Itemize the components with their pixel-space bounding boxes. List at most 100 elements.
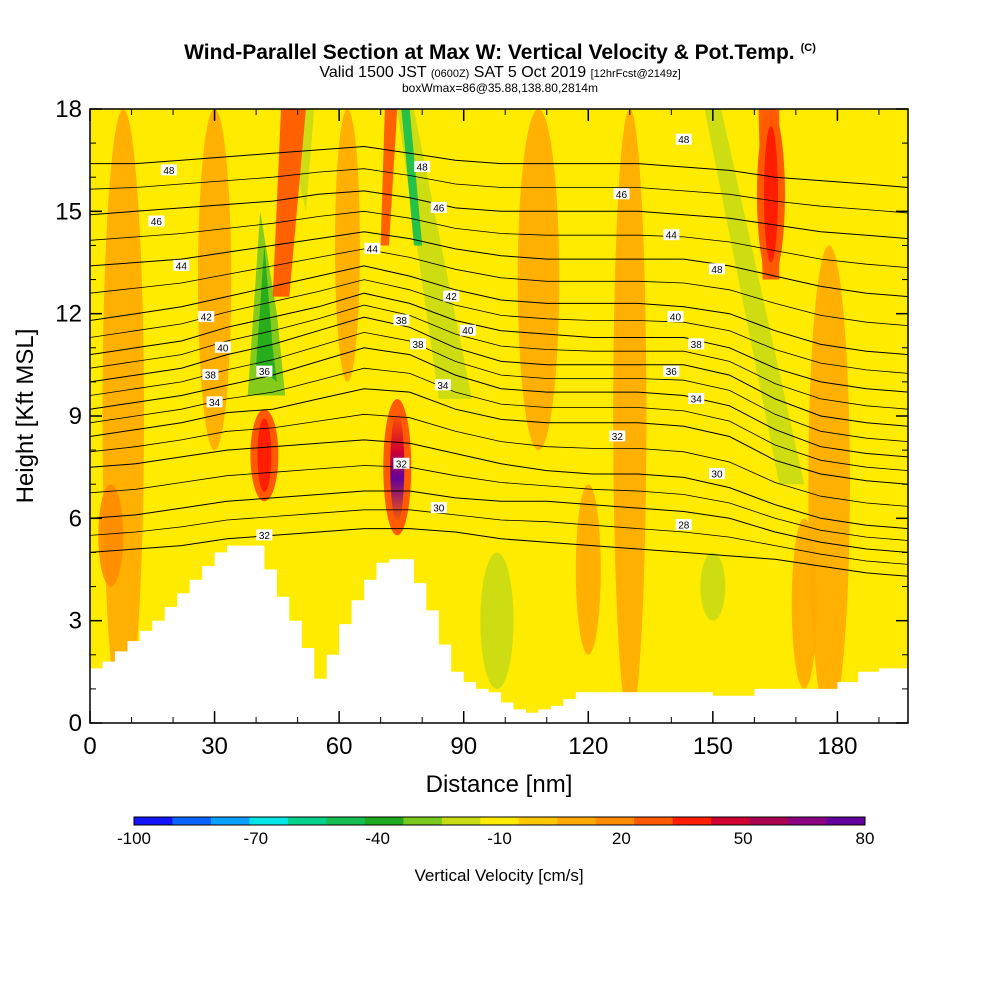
isentrope-minor-1 xyxy=(90,465,908,541)
chart-title: Wind-Parallel Section at Max W: Vertical… xyxy=(184,41,816,64)
contour-label-box xyxy=(663,365,680,377)
isentrope-38 xyxy=(90,316,908,427)
colorbar-tick-label: 80 xyxy=(856,829,875,848)
contour-label-box xyxy=(202,369,219,381)
contour-label-box xyxy=(708,467,725,479)
colorbar-swatch-8 xyxy=(441,817,481,825)
contour-label-5: 38 xyxy=(202,369,219,382)
contour-label-box xyxy=(364,242,381,254)
colorbar-swatch-7 xyxy=(403,817,443,825)
downdraft-3 xyxy=(401,109,423,246)
contour-label-6: 36 xyxy=(256,365,273,378)
colorbar-swatch-2 xyxy=(210,817,250,825)
contour-label-4: 40 xyxy=(214,341,231,354)
contour-label-18: 30 xyxy=(430,502,447,515)
colorbar-tick-label: -100 xyxy=(117,829,151,848)
field-band-6 xyxy=(98,484,124,587)
contour-label-text: 48 xyxy=(711,265,723,276)
isentrope-34 xyxy=(90,388,908,485)
contour-label-text: 48 xyxy=(678,135,690,146)
contour-label-box xyxy=(688,392,705,404)
x-axis: 0 30 60 90 120 150 180 xyxy=(83,109,880,760)
colorbar-tick-label: -40 xyxy=(365,829,390,848)
x-tick-label: 0 xyxy=(83,733,96,760)
contour-label-text: 32 xyxy=(612,432,624,443)
contour-label-box xyxy=(688,338,705,350)
contour-label-box xyxy=(214,341,231,353)
colorbar-swatch-11 xyxy=(557,817,596,825)
contour-label-17: 32 xyxy=(393,457,410,470)
colorbar-swatch-3 xyxy=(249,817,289,825)
contour-label-text: 38 xyxy=(396,316,408,327)
contour-label-text: 40 xyxy=(670,313,682,324)
downdraft-1 xyxy=(256,245,277,382)
contour-label-text: 34 xyxy=(209,398,221,409)
contour-label-23: 40 xyxy=(667,311,684,324)
isentrope-32 xyxy=(90,439,908,530)
contour-label-29: 28 xyxy=(675,519,692,532)
contour-label-box xyxy=(430,502,447,514)
colorbar-swatch-1 xyxy=(172,817,212,825)
field-band-5 xyxy=(808,245,850,723)
colorbar-swatch-0 xyxy=(134,817,173,825)
contour-label-box xyxy=(667,311,684,323)
colorbar-swatch-12 xyxy=(595,817,635,825)
contour-label-box xyxy=(410,338,427,350)
contour-label-text: 36 xyxy=(666,367,678,378)
contour-label-12: 42 xyxy=(443,290,460,303)
contour-label-22: 48 xyxy=(708,263,725,276)
contour-label-text: 38 xyxy=(691,340,703,351)
isentrope-minor-3 xyxy=(90,367,908,471)
y-tick-label: 12 xyxy=(55,301,82,328)
y-tick-label: 0 xyxy=(69,710,82,737)
x-tick-label: 180 xyxy=(817,733,857,760)
contour-label-25: 36 xyxy=(663,365,680,378)
isentrope-minor-7 xyxy=(90,248,908,326)
field-band-8 xyxy=(791,518,817,689)
plot-area: 48 46 44 42 40 38 36 34 32 44 48 46 42 38 40 38 34 32 30 48… xyxy=(90,109,908,723)
contour-label-text: 46 xyxy=(151,217,163,228)
contour-label-text: 32 xyxy=(259,531,271,542)
contour-label-box xyxy=(393,457,410,469)
contour-label-box xyxy=(613,188,630,200)
contour-label-text: 42 xyxy=(446,292,458,303)
contour-label-text: 44 xyxy=(176,261,188,272)
contour-label-7: 34 xyxy=(206,396,223,409)
contour-label-box xyxy=(160,164,177,176)
contour-label-box xyxy=(256,529,273,541)
contour-label-text: 40 xyxy=(217,343,229,354)
contour-label-text: 46 xyxy=(616,190,628,201)
contour-label-text: 30 xyxy=(711,469,723,480)
contour-label-10: 48 xyxy=(414,160,431,173)
contour-label-box xyxy=(393,314,410,326)
isentrope-minor-2 xyxy=(90,413,908,507)
contour-label-11: 46 xyxy=(430,201,447,214)
colorbar-tick-label: -70 xyxy=(244,829,269,848)
field-band-4 xyxy=(613,109,647,723)
colorbar: -100 -70 -40 -10 20 50 80 xyxy=(117,816,875,848)
contour-label-text: 42 xyxy=(201,313,213,324)
isentrope-minor-8 xyxy=(90,210,908,268)
contour-label-2: 44 xyxy=(173,259,190,272)
contour-label-text: 38 xyxy=(412,340,424,351)
colorbar-swatch-14 xyxy=(672,817,712,825)
chart-subtitle: Valid 1500 JST (0600Z) SAT 5 Oct 2019 [1… xyxy=(319,64,681,81)
isentrope-minor-0 xyxy=(90,509,908,565)
velocity-field xyxy=(98,109,850,723)
contour-label-20: 46 xyxy=(613,188,630,201)
colorbar-swatch-17 xyxy=(788,817,827,825)
colorbar-tick-label: 20 xyxy=(612,829,631,848)
contour-label-box xyxy=(675,519,692,531)
updraft-aloft-0 xyxy=(272,109,306,297)
colorbar-swatch-5 xyxy=(326,817,366,825)
isentrope-28 xyxy=(90,528,908,577)
isentrope-minor-4 xyxy=(90,331,908,442)
contour-label-text: 36 xyxy=(259,367,271,378)
contour-label-21: 44 xyxy=(663,229,680,242)
updraft-aloft-1 xyxy=(380,109,398,246)
contour-label-26: 34 xyxy=(688,392,705,405)
contour-label-box xyxy=(206,396,223,408)
colorbar-label: Vertical Velocity [cm/s] xyxy=(414,866,583,885)
isentrope-minor-9 xyxy=(90,168,908,214)
